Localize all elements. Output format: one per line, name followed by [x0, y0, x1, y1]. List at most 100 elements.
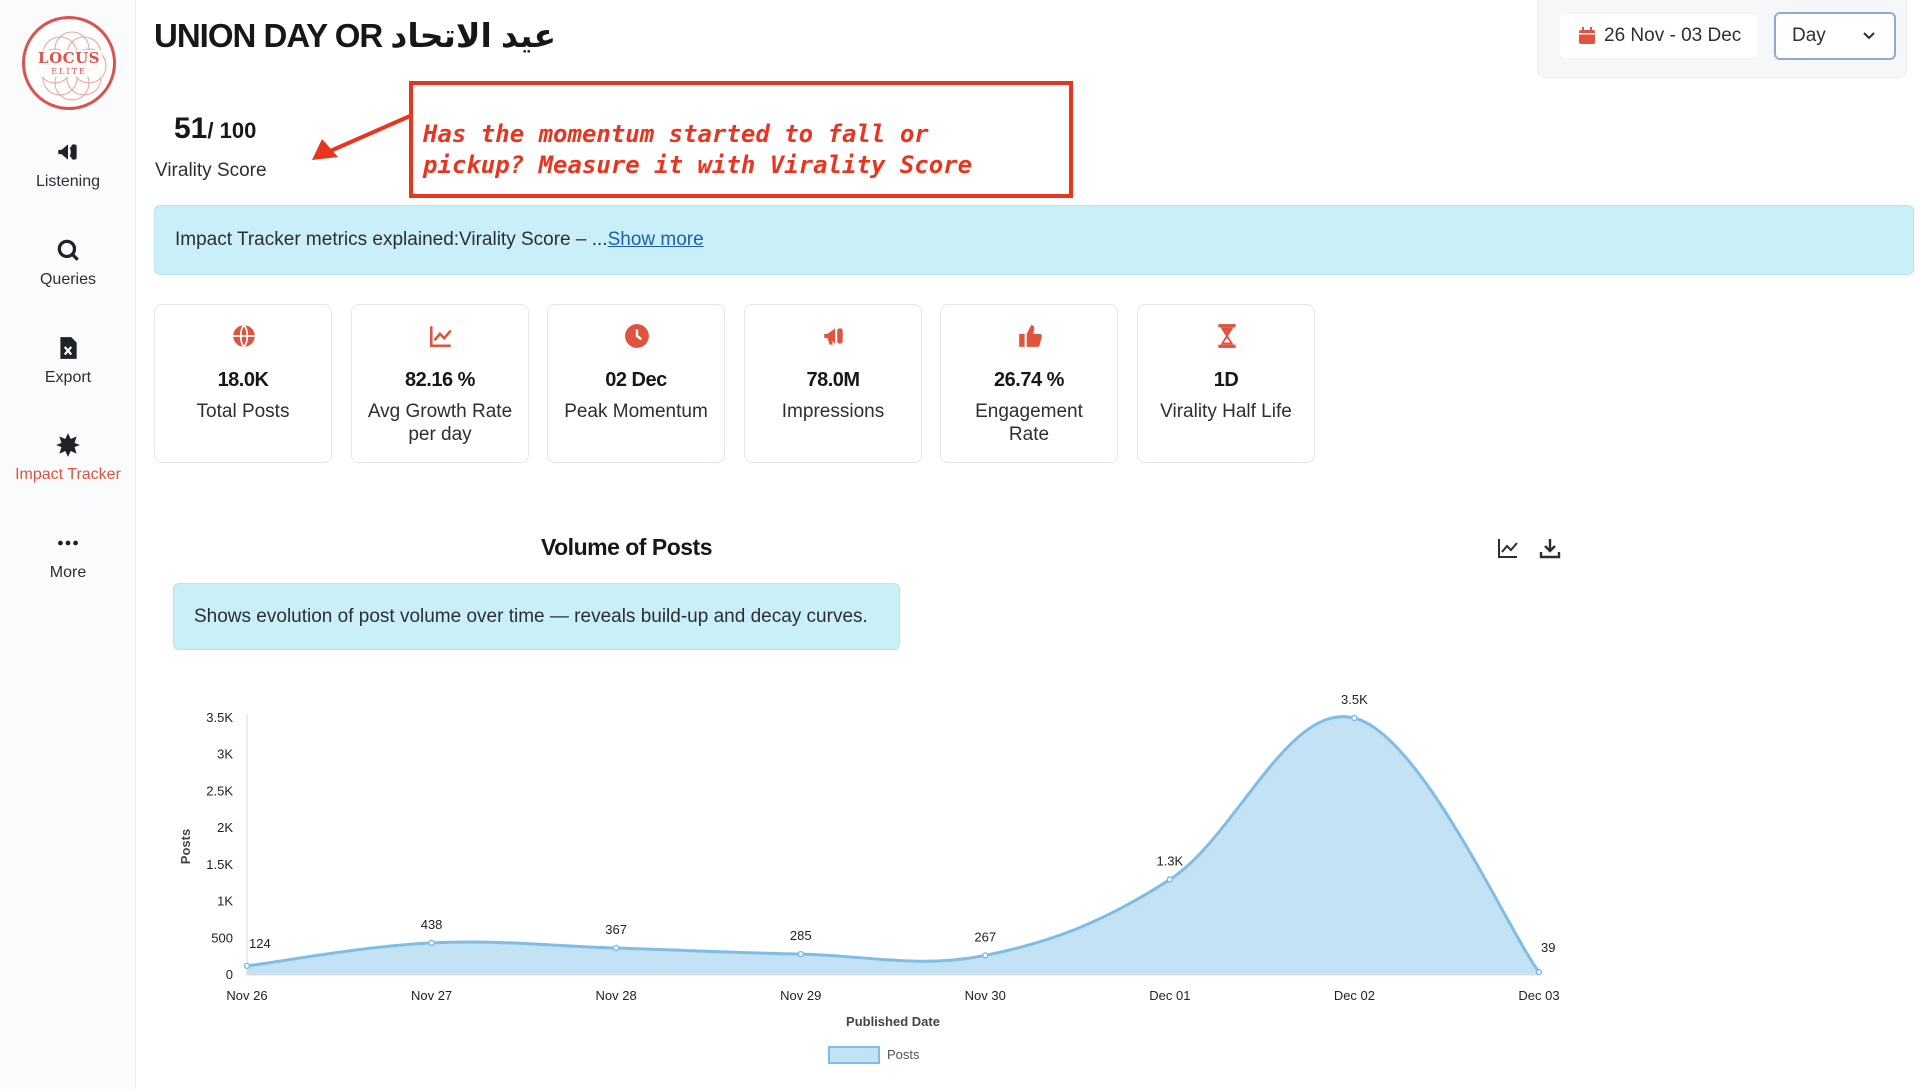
- y-tick-label: 2K: [217, 820, 233, 835]
- calendar-icon: [1579, 27, 1595, 44]
- metric-card-engagement-rate: 26.74 % Engagement Rate: [940, 304, 1118, 463]
- line-chart-icon[interactable]: [1496, 536, 1520, 560]
- data-label: 267: [974, 929, 996, 944]
- hourglass-icon: [1218, 324, 1236, 348]
- x-tick-label: Nov 30: [965, 988, 1006, 1003]
- metric-label: Avg Growth Rate per day: [367, 401, 513, 445]
- megaphone-icon: [58, 144, 77, 160]
- y-tick-label: 3K: [217, 747, 233, 762]
- virality-score-label: Virality Score: [155, 160, 267, 181]
- x-tick-label: Nov 27: [411, 988, 452, 1003]
- granularity-value: Day: [1792, 25, 1826, 46]
- y-tick-label: 2.5K: [206, 783, 233, 798]
- y-tick-label: 3.5K: [206, 710, 233, 725]
- data-point: [243, 962, 251, 970]
- sidebar-item-label: More: [49, 564, 87, 581]
- data-point: [612, 944, 620, 952]
- sidebar-item-impact-tracker[interactable]: Impact Tracker: [0, 432, 136, 484]
- excel-file-icon: [60, 337, 77, 359]
- legend-item: Posts: [887, 1047, 920, 1062]
- legend-swatch: [828, 1046, 880, 1064]
- x-tick-label: Nov 26: [226, 988, 267, 1003]
- x-tick-label: Nov 28: [596, 988, 637, 1003]
- metric-card-avg-growth: 82.16 % Avg Growth Rate per day: [351, 304, 529, 463]
- date-range-picker[interactable]: 26 Nov - 03 Dec: [1560, 14, 1758, 58]
- metric-card-impressions: 78.0M Impressions: [744, 304, 922, 463]
- metric-value: 02 Dec: [605, 369, 667, 391]
- virality-score-max: / 100: [207, 118, 257, 143]
- annotation-arrow-icon: [312, 114, 411, 160]
- metric-value: 78.0M: [806, 369, 860, 391]
- sidebar-item-queries[interactable]: Queries: [0, 237, 136, 289]
- granularity-select[interactable]: Day: [1774, 12, 1896, 60]
- x-tick-label: Nov 29: [780, 988, 821, 1003]
- sidebar-item-label: Listening: [35, 173, 101, 190]
- x-tick-label: Dec 01: [1149, 988, 1190, 1003]
- download-icon[interactable]: [1538, 536, 1562, 560]
- more-dots-icon: [58, 540, 78, 546]
- virality-score-value: 51: [174, 112, 208, 145]
- data-label: 124: [249, 936, 271, 951]
- sidebar-item-export[interactable]: Export: [0, 335, 136, 387]
- globe-icon: [233, 324, 255, 348]
- metric-value: 1D: [1213, 369, 1239, 391]
- clock-icon: [625, 324, 649, 348]
- x-tick-label: Dec 03: [1518, 988, 1559, 1003]
- search-icon: [57, 239, 79, 261]
- chart-description: Shows evolution of post volume over time…: [173, 583, 900, 650]
- data-point: [982, 952, 989, 959]
- chevron-down-icon: [1863, 32, 1875, 40]
- metric-value: 26.74 %: [994, 369, 1064, 391]
- series-area-posts: [247, 716, 1539, 975]
- data-label: 438: [421, 917, 443, 932]
- sidebar-item-label: Queries: [39, 271, 97, 288]
- data-point: [1166, 876, 1174, 883]
- page-title: UNION DAY OR عيد الاتحاد: [154, 17, 557, 54]
- y-tick-label: 0: [226, 967, 233, 982]
- data-label: 3.5K: [1341, 692, 1368, 707]
- data-point: [1535, 968, 1543, 976]
- metric-card-virality-half-life: 1D Virality Half Life: [1137, 304, 1315, 463]
- metric-card-total-posts: 18.0K Total Posts: [154, 304, 332, 463]
- y-tick-label: 1K: [217, 894, 233, 909]
- metric-label: Impressions: [781, 401, 885, 422]
- chart-title: Volume of Posts: [541, 534, 713, 560]
- logo-wordmark: LOCUS ELITE: [36, 48, 102, 77]
- locus-logo[interactable]: LOCUS ELITE: [22, 16, 116, 110]
- data-point: [1351, 714, 1358, 722]
- info-banner-text: Impact Tracker metrics explained:Viralit…: [175, 229, 608, 250]
- x-tick-label: Dec 02: [1334, 988, 1375, 1003]
- sidebar-item-more[interactable]: More: [0, 530, 136, 582]
- y-tick-label: 500: [211, 930, 233, 945]
- sidebar-item-label: Impact Tracker: [15, 466, 121, 483]
- date-controls: 26 Nov - 03 Dec Day: [1537, 0, 1907, 78]
- starburst-icon: [56, 433, 80, 457]
- metric-label: Total Posts: [196, 401, 290, 422]
- data-label: 285: [790, 928, 812, 943]
- metric-value: 18.0K: [217, 369, 269, 391]
- metrics-info-banner: Impact Tracker metrics explained:Viralit…: [154, 205, 1914, 275]
- y-tick-label: 1.5K: [206, 857, 233, 872]
- annotation-text: Has the momentum started to fall or pick…: [423, 120, 973, 179]
- data-label: 39: [1541, 940, 1555, 955]
- metric-label: Engagement Rate: [975, 401, 1083, 445]
- megaphone-icon: [824, 328, 843, 345]
- metric-value: 82.16 %: [405, 369, 475, 391]
- thumbs-up-icon: [1019, 325, 1042, 347]
- date-range-text: 26 Nov - 03 Dec: [1604, 25, 1742, 46]
- data-label: 1.3K: [1156, 854, 1183, 869]
- virality-score: 51/ 100: [174, 112, 256, 146]
- data-point: [797, 950, 804, 958]
- sidebar: LOCUS ELITE Listening Queries Export Impa…: [0, 0, 136, 1089]
- show-more-link[interactable]: Show more: [607, 229, 704, 250]
- data-label: 367: [605, 922, 627, 937]
- sidebar-item-listening[interactable]: Listening: [0, 139, 136, 191]
- line-chart-icon: [429, 326, 452, 348]
- data-point: [428, 939, 435, 947]
- metric-label: Peak Momentum: [564, 401, 708, 422]
- metric-label: Virality Half Life: [1160, 401, 1292, 422]
- metric-card-peak-momentum: 02 Dec Peak Momentum: [547, 304, 725, 463]
- annotation-callout: Has the momentum started to fall or pick…: [409, 81, 1073, 198]
- x-axis-title: Published Date: [846, 1014, 940, 1029]
